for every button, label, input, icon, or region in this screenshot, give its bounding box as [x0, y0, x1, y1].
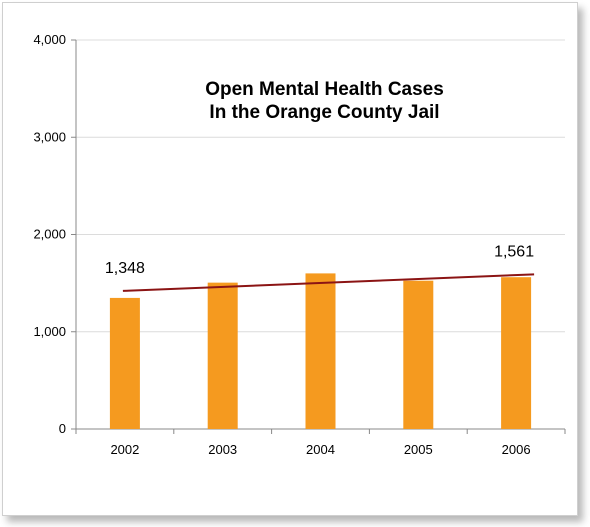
data-label-2002: 1,348	[105, 260, 145, 277]
bar-2006	[501, 277, 532, 429]
bar-2002	[109, 297, 140, 429]
bar-2004	[305, 273, 336, 429]
x-tick-label: 2004	[306, 442, 335, 457]
chart-frame	[2, 2, 578, 516]
x-tick-label: 2006	[502, 442, 531, 457]
chart-title-line-1: Open Mental Health Cases	[205, 79, 444, 100]
bar-2003	[207, 282, 238, 429]
y-tick-label: 2,000	[33, 227, 66, 242]
y-tick-label: 3,000	[33, 129, 66, 144]
y-tick-label: 0	[59, 421, 66, 436]
data-label-2006: 1,561	[494, 243, 534, 260]
y-tick-label: 4,000	[33, 32, 66, 47]
trendline	[122, 273, 535, 292]
bar-2005	[403, 280, 434, 429]
x-tick-label: 2005	[404, 442, 433, 457]
x-tick-label: 2003	[208, 442, 237, 457]
y-tick-label: 1,000	[33, 324, 66, 339]
x-tick-label: 2002	[110, 442, 139, 457]
chart-title-line-2: In the Orange County Jail	[209, 102, 439, 123]
